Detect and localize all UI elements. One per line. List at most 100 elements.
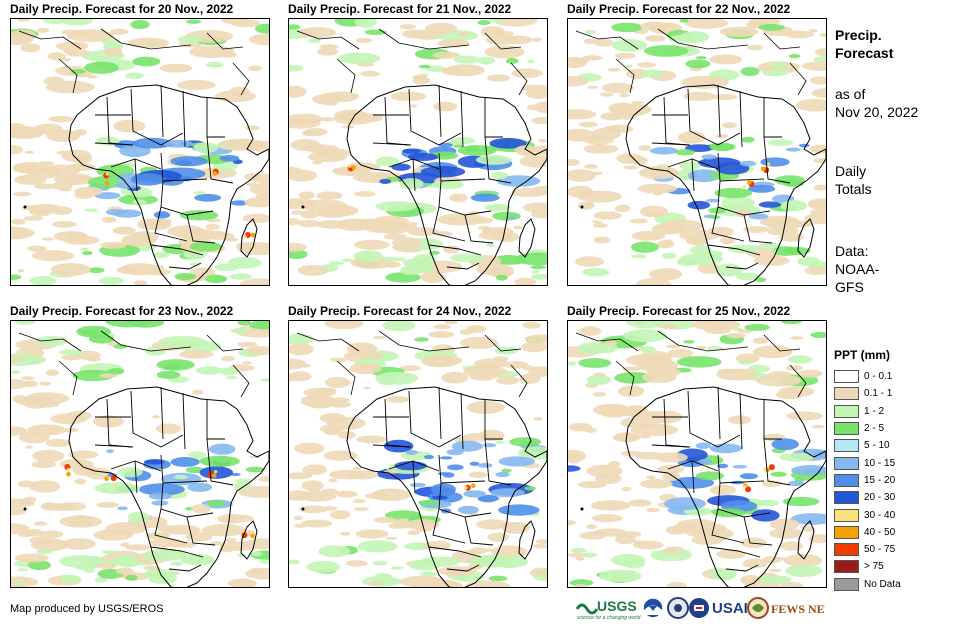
precip-area bbox=[173, 474, 189, 480]
precip-area bbox=[646, 475, 656, 480]
precip-area bbox=[758, 201, 782, 208]
precip-area bbox=[574, 583, 588, 587]
precip-area bbox=[72, 369, 115, 382]
precip-area bbox=[614, 52, 636, 59]
precip-core bbox=[211, 473, 217, 478]
precip-area bbox=[57, 502, 87, 511]
precip-area bbox=[577, 342, 608, 355]
precip-area bbox=[375, 156, 400, 167]
africa-outline bbox=[68, 84, 269, 285]
country-border bbox=[154, 508, 188, 544]
legend-swatch bbox=[834, 577, 859, 591]
precip-area bbox=[488, 575, 508, 582]
precip-area bbox=[323, 428, 341, 436]
coastline bbox=[232, 364, 250, 398]
precip-map bbox=[10, 320, 270, 588]
precip-area bbox=[117, 467, 143, 478]
country-border bbox=[717, 386, 721, 440]
precip-area bbox=[568, 185, 594, 198]
precip-area bbox=[65, 231, 87, 239]
country-border bbox=[711, 206, 745, 242]
legend-item: 2 - 5 bbox=[834, 420, 901, 437]
precip-core bbox=[113, 484, 117, 488]
precip-area bbox=[103, 42, 124, 51]
precip-area bbox=[229, 273, 253, 280]
madagascar-outline bbox=[797, 520, 815, 560]
precip-area bbox=[385, 536, 398, 540]
precip-area bbox=[407, 530, 420, 536]
precip-area bbox=[11, 218, 26, 225]
precip-area bbox=[145, 218, 161, 225]
precip-area bbox=[716, 463, 729, 469]
country-border bbox=[150, 244, 204, 256]
precip-area bbox=[744, 323, 770, 331]
precip-area bbox=[418, 499, 439, 506]
precip-area bbox=[584, 29, 597, 34]
country-border bbox=[428, 244, 482, 256]
country-border bbox=[408, 88, 462, 146]
precip-area bbox=[199, 455, 241, 467]
precip-area bbox=[12, 161, 51, 174]
precip-area bbox=[742, 558, 768, 569]
precip-area bbox=[786, 364, 803, 372]
precip-area bbox=[683, 340, 695, 344]
precip-area bbox=[11, 226, 35, 240]
precip-area bbox=[568, 128, 595, 142]
precip-area bbox=[495, 440, 505, 444]
precip-area bbox=[533, 574, 547, 581]
precip-area bbox=[406, 222, 418, 227]
precip-area bbox=[804, 266, 826, 275]
precip-area bbox=[258, 476, 269, 483]
precip-area bbox=[751, 509, 780, 522]
precip-area bbox=[399, 178, 424, 190]
legend-label: 1 - 2 bbox=[864, 405, 885, 417]
precip-area bbox=[94, 192, 121, 200]
precip-area bbox=[193, 142, 219, 153]
precip-area bbox=[619, 92, 630, 98]
precip-area bbox=[84, 208, 98, 213]
precip-area bbox=[125, 72, 145, 79]
precip-area bbox=[591, 514, 623, 523]
country-border bbox=[717, 482, 771, 518]
country-border bbox=[372, 142, 412, 146]
precip-area bbox=[709, 142, 736, 152]
coastline bbox=[100, 28, 192, 50]
precip-area bbox=[204, 274, 228, 284]
precip-area bbox=[337, 431, 356, 440]
precip-area bbox=[524, 334, 547, 344]
precip-area bbox=[289, 472, 313, 480]
precip-area bbox=[319, 92, 343, 100]
coastline bbox=[510, 364, 528, 398]
precip-area bbox=[679, 31, 709, 43]
precip-area bbox=[130, 20, 150, 29]
precip-area bbox=[316, 191, 343, 200]
precip-area bbox=[48, 115, 74, 123]
precip-area bbox=[432, 180, 464, 190]
precip-area bbox=[289, 374, 301, 382]
precip-area bbox=[399, 266, 422, 276]
precip-area bbox=[371, 488, 412, 502]
precip-area bbox=[781, 321, 802, 325]
country-border bbox=[446, 262, 480, 270]
precip-area bbox=[341, 125, 355, 129]
precip-area bbox=[509, 437, 542, 447]
country-border bbox=[182, 90, 186, 148]
precip-area bbox=[307, 38, 321, 43]
precip-area bbox=[611, 22, 643, 33]
precip-area bbox=[784, 30, 815, 39]
precip-area bbox=[524, 486, 537, 491]
precip-area bbox=[513, 225, 523, 230]
precip-area bbox=[301, 519, 333, 528]
precip-area bbox=[204, 232, 235, 240]
precip-area bbox=[522, 321, 541, 329]
country-border bbox=[438, 84, 442, 138]
precip-area bbox=[747, 44, 764, 51]
precip-area bbox=[489, 137, 527, 149]
precip-area bbox=[568, 75, 589, 87]
forecast-panel-1: Daily Precip. Forecast for 20 Nov., 2022 bbox=[10, 2, 270, 292]
precip-area bbox=[709, 484, 737, 496]
coastline bbox=[615, 58, 635, 94]
precip-area bbox=[31, 250, 75, 262]
precip-area bbox=[11, 426, 27, 436]
precip-area bbox=[399, 575, 446, 587]
